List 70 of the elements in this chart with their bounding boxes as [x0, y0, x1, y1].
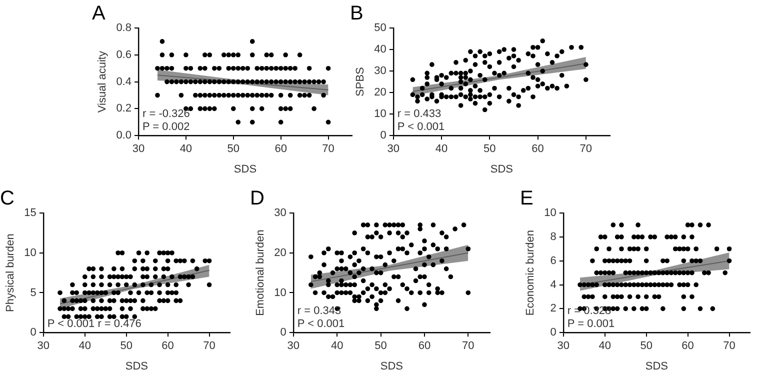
y-tick-label: 15	[24, 207, 36, 220]
y-axis-title: Visual acuity	[96, 50, 109, 113]
annotation: r = 0.343	[297, 305, 342, 318]
x-tick-label: 50	[227, 143, 240, 156]
y-tick-label: 6	[550, 254, 556, 267]
y-tick-label: 20	[374, 86, 386, 99]
chart-title: E	[520, 188, 534, 210]
y-tick-label: 10	[544, 207, 556, 220]
y-tick-label: 10	[274, 286, 286, 299]
x-tick-label: 30	[387, 143, 400, 156]
annotation: P = 0.002	[142, 121, 190, 134]
x-tick-label: 50	[640, 340, 652, 352]
y-tick-label: 0.6	[116, 48, 132, 61]
y-axis-title: Physical burden	[4, 234, 17, 312]
y-tick-label: 5	[30, 286, 36, 299]
y-tick-label: 0	[280, 326, 286, 339]
x-axis-title: SDS	[380, 360, 404, 372]
y-tick-label: 0.4	[116, 76, 132, 88]
x-tick-label: 60	[682, 340, 694, 352]
annotation: P = 0.001	[567, 318, 615, 330]
y-axis-title: Emotional burden	[254, 230, 267, 316]
y-tick-label: 0	[550, 326, 556, 339]
x-tick-label: 50	[484, 143, 496, 156]
x-axis-title: SDS	[490, 163, 514, 176]
chart-title: D	[250, 188, 264, 210]
x-tick-label: 60	[274, 143, 287, 156]
y-tick-label: 0.2	[116, 102, 132, 115]
x-tick-label: 70	[462, 340, 474, 352]
x-tick-label: 70	[203, 340, 216, 352]
x-tick-label: 60	[162, 340, 174, 352]
x-tick-label: 70	[322, 143, 334, 156]
y-tick-label: 30	[274, 207, 286, 220]
y-tick-label: 10	[24, 246, 36, 259]
annotation: P < 0.001 r = 0.476	[47, 318, 142, 330]
y-tick-label: 0	[30, 326, 36, 339]
y-tick-label: 30	[374, 65, 386, 78]
x-tick-label: 70	[723, 340, 736, 352]
y-tick-label: 0	[380, 130, 386, 142]
y-tick-label: 50	[374, 22, 386, 34]
x-tick-label: 30	[132, 143, 145, 156]
y-tick-label: 40	[374, 44, 386, 56]
x-tick-label: 60	[532, 143, 544, 156]
y-axis-title: SPBS	[354, 67, 367, 96]
chart-title: A	[92, 2, 106, 25]
x-tick-label: 30	[287, 340, 300, 352]
y-tick-label: 4	[550, 278, 556, 291]
chart-title: C	[0, 188, 14, 210]
x-axis-title: SDS	[125, 360, 148, 372]
annotation: P < 0.001	[297, 318, 345, 330]
x-tick-label: 70	[580, 143, 592, 156]
annotation: P < 0.001	[397, 121, 445, 134]
x-tick-label: 40	[435, 143, 448, 156]
annotation: r = -0.326	[142, 108, 190, 120]
annotation: r = 0.433	[397, 108, 442, 120]
chart-title: B	[350, 2, 364, 25]
x-tick-label: 40	[598, 340, 612, 352]
x-tick-label: 40	[78, 340, 92, 352]
y-tick-label: 20	[274, 246, 286, 259]
y-tick-label: 0.8	[116, 22, 132, 34]
y-axis-title: Economic burden	[524, 230, 537, 316]
x-axis-title: SDS	[234, 163, 257, 176]
annotation: r = 0.328	[567, 305, 612, 318]
y-tick-label: 10	[374, 108, 386, 120]
y-tick-label: 0.0	[116, 130, 132, 142]
x-tick-label: 40	[330, 340, 344, 352]
x-tick-label: 60	[418, 340, 431, 352]
x-axis-title: SDS	[645, 360, 668, 372]
x-tick-label: 40	[180, 143, 192, 156]
y-tick-label: 8	[550, 230, 556, 243]
y-tick-label: 2	[550, 302, 556, 315]
